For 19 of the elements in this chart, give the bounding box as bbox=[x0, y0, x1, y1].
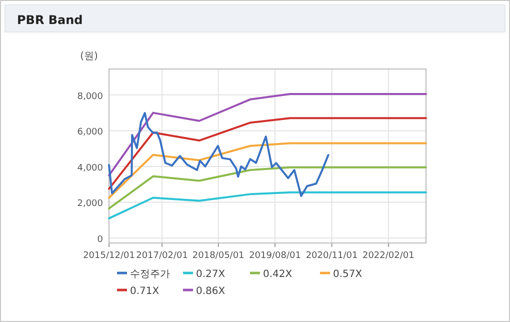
x-tick-label: 2015/12/01 bbox=[83, 251, 135, 261]
legend-label: 0.27X bbox=[196, 269, 226, 280]
x-tick-label: 2018/05/01 bbox=[192, 251, 244, 261]
chart-title: PBR Band bbox=[17, 13, 83, 27]
y-tick-label: 0 bbox=[97, 234, 104, 245]
legend-label: 0.71X bbox=[130, 286, 160, 297]
legend-label: 0.86X bbox=[196, 286, 226, 297]
x-tick-label: 2019/08/01 bbox=[249, 251, 301, 261]
x-tick-label: 2017/02/01 bbox=[136, 251, 188, 261]
x-tick-label: 2022/02/01 bbox=[362, 251, 414, 261]
y-axis-title: (원) bbox=[80, 51, 98, 62]
x-tick-label: 2020/11/01 bbox=[306, 251, 358, 261]
y-tick-label: 6,000 bbox=[77, 128, 104, 138]
y-tick-label: 4,000 bbox=[77, 163, 104, 174]
legend-label: 0.42X bbox=[263, 269, 292, 280]
legend-label: 수정주가 bbox=[130, 269, 170, 280]
y-tick-label: 8,000 bbox=[77, 92, 104, 102]
legend-label: 0.57X bbox=[333, 269, 362, 280]
y-tick-label: 2,000 bbox=[77, 199, 104, 210]
